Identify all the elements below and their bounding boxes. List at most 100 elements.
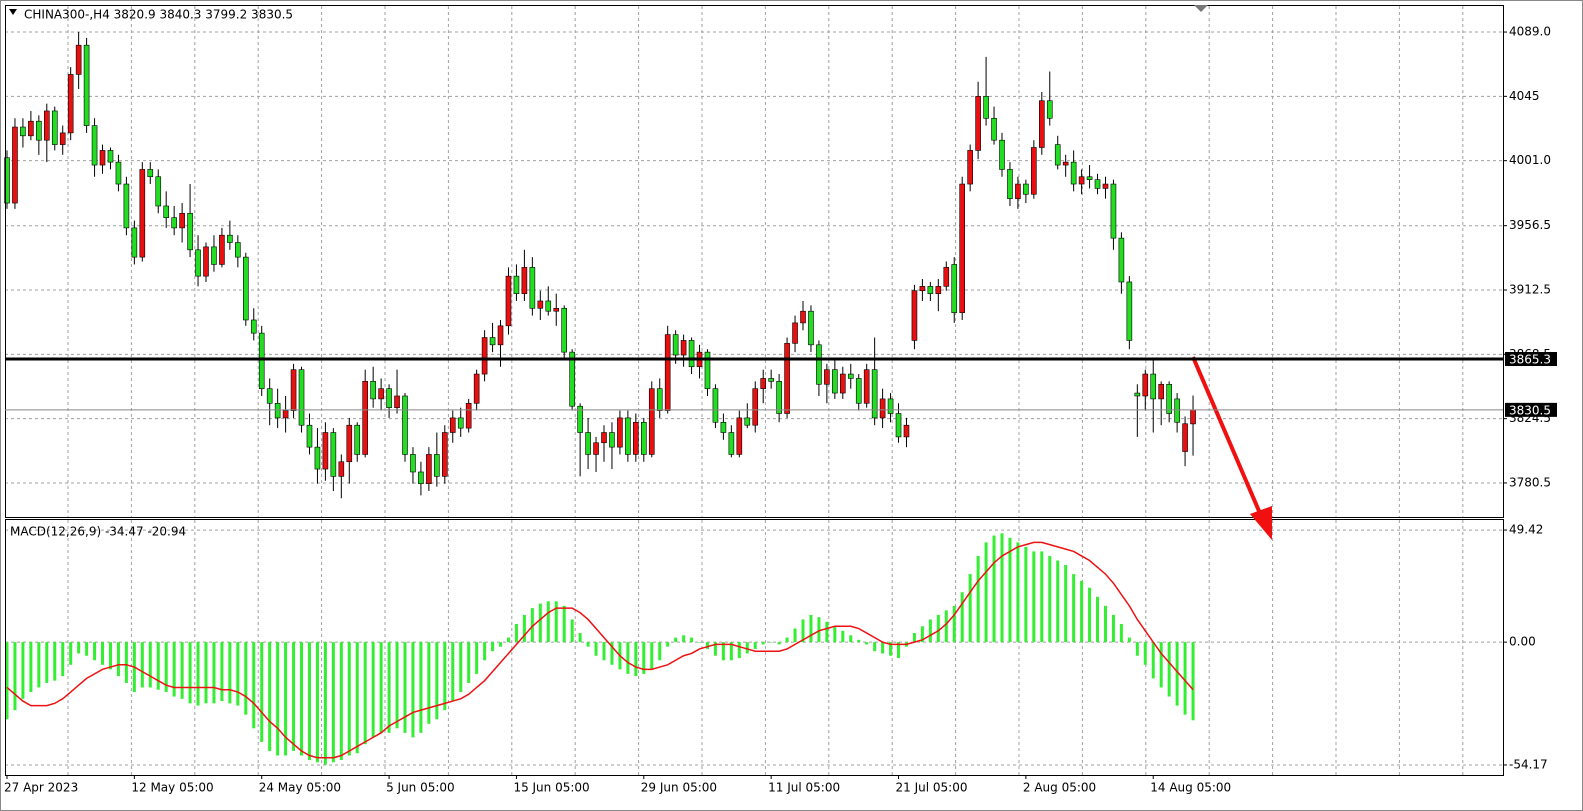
macd-bar [690,637,694,643]
menu-triangle[interactable] [9,9,17,15]
candle-body [306,424,313,448]
candle-body [935,286,942,294]
candle-body [20,126,26,137]
macd-bar [379,642,383,733]
level-label: 3865.3 [1509,353,1551,367]
candle-body [736,417,743,455]
macd-bar [857,639,861,643]
macd-bar [443,642,447,711]
macd-bar [801,619,805,643]
candle-body [12,126,18,204]
macd-bar [968,574,972,643]
candle-body [863,369,870,404]
macd-bar [156,642,160,690]
candle-body [465,402,472,429]
candle-body [704,351,711,389]
candle-body [1039,100,1045,148]
macd-bar [1119,623,1123,643]
macd-bar [180,642,184,699]
macd-bar [1072,574,1076,643]
macd-bar [252,642,256,729]
macd-bar [1151,642,1155,679]
y-tick-label: 4045 [1509,89,1540,103]
macd-bar [833,626,837,643]
candle-body [67,74,74,134]
macd-bar [522,614,526,643]
candle-body [720,421,727,433]
y-tick-label: 3912.5 [1509,283,1551,297]
candle-body [171,217,177,229]
macd-bar [562,605,566,643]
macd-bar [841,630,845,643]
candle-body [991,117,997,141]
macd-bar [387,642,391,733]
macd-bar [976,555,980,643]
x-tick-label: 14 Aug 05:00 [1150,781,1231,795]
candle-body [672,334,679,356]
candle-body [633,421,639,455]
macd-bar [284,642,288,756]
macd-bar [491,642,495,652]
macd-bar [594,642,598,656]
macd-bar [5,642,9,720]
macd-bar [753,642,757,649]
macd-bar [499,642,503,647]
y-tick-label: 4001.0 [1509,153,1551,167]
candle-body [712,388,719,423]
candle-body [266,388,273,404]
macd-bar [483,642,487,661]
macd-bar [650,642,654,670]
macd-bar [1183,642,1187,715]
candle-body [879,398,886,419]
macd-bar [554,601,558,643]
macd-bar [514,623,518,643]
candle-body [903,424,910,438]
candle-body [298,369,305,426]
macd-bar [451,642,455,702]
y-tick-label: 49.42 [1509,523,1543,537]
macd-bar [761,642,765,645]
macd-bar [93,642,97,661]
candle-body [871,369,878,419]
macd-bar [634,642,638,677]
candle-body [131,227,138,258]
macd-bar [1127,637,1131,643]
candle-body [489,337,496,346]
candle-body [386,388,392,408]
candle-body [274,402,281,419]
candle-body [609,432,615,448]
candle-body [418,471,424,484]
candle-body [99,150,106,166]
candle-body [378,388,384,400]
macd-bar [777,642,781,645]
candle-body [1046,100,1053,119]
arrow-head [1250,506,1272,540]
candle-body [91,125,98,166]
macd-bar [467,642,471,683]
macd-bar [626,642,630,674]
candle-body [919,286,926,292]
candle-body [115,161,122,185]
macd-bar [506,637,510,643]
candle-body [927,286,934,294]
candle-body [752,388,759,426]
candle-body [617,417,623,448]
macd-bar [1096,596,1100,643]
chart-title: CHINA300-,H4 3820.9 3840.3 3799.2 3830.5 [24,8,293,22]
macd-bar [124,642,128,683]
candle-body [338,461,345,477]
candle-body [449,417,456,433]
macd-bar [1103,605,1107,643]
candle-body [768,378,774,382]
candle-body [664,334,671,411]
macd-bar [307,642,311,761]
macd-bar [674,637,678,643]
candle-body [887,398,894,414]
macd-bar [355,642,359,754]
macd-bar [1056,560,1060,643]
candle-body [776,381,782,414]
bid-label: 3830.5 [1509,403,1551,417]
macd-bar [37,642,41,688]
candle-body [36,120,42,141]
macd-bar [435,642,439,720]
